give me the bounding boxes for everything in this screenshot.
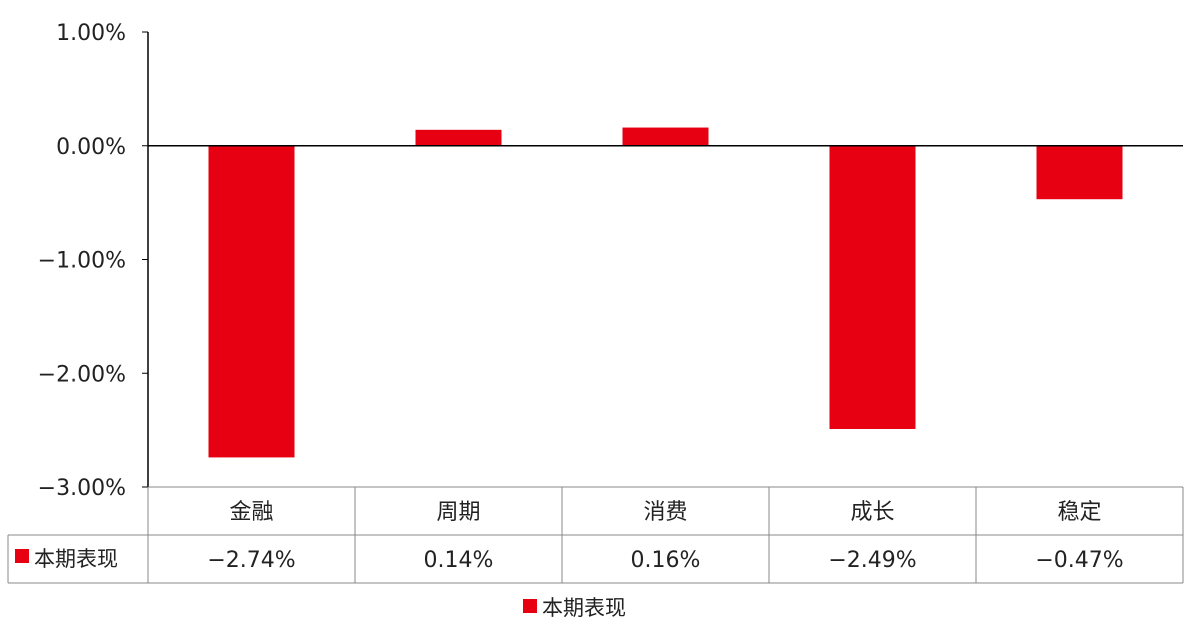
bar-4: [829, 145, 916, 429]
data-label: −2.74%: [207, 548, 295, 573]
data-label: −0.47%: [1035, 548, 1123, 573]
category-label: 消费: [643, 500, 687, 525]
legend-swatch: [523, 599, 537, 613]
bar-1: [208, 145, 295, 458]
y-tick-label: −3.00%: [38, 476, 126, 501]
data-label: 0.16%: [631, 548, 701, 573]
category-label: 稳定: [1057, 500, 1101, 525]
y-tick-label: 0.00%: [56, 135, 126, 160]
category-label: 周期: [436, 500, 480, 525]
legend-label: 本期表现: [542, 596, 626, 620]
bar-3: [622, 127, 709, 146]
series-name: 本期表现: [34, 547, 118, 571]
category-label: 成长: [850, 500, 894, 525]
y-tick-label: −1.00%: [38, 249, 126, 274]
y-tick-label: −2.00%: [38, 362, 126, 387]
y-tick-label: 1.00%: [56, 21, 126, 46]
category-label: 金融: [229, 500, 273, 525]
bar-5: [1036, 145, 1123, 200]
data-label: 0.14%: [424, 548, 494, 573]
legend-key: [15, 549, 29, 563]
data-label: −2.49%: [828, 548, 916, 573]
bar-2: [415, 129, 502, 146]
